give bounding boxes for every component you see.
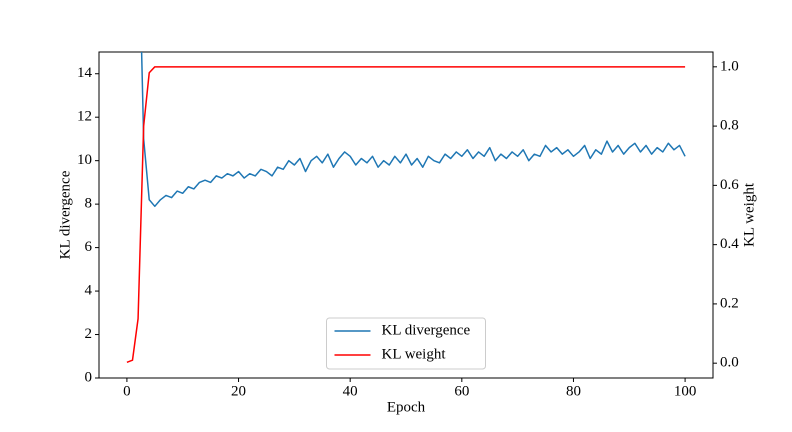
x-tick-label: 20 <box>231 383 246 399</box>
x-tick-label: 80 <box>566 383 581 399</box>
y-axis-label: KL divergence <box>57 170 73 259</box>
legend-label: KL weight <box>382 346 447 362</box>
y2-axis-label: KL weight <box>741 182 757 247</box>
y-tick-label: 0 <box>85 369 93 385</box>
y2-tick-label: 1.0 <box>720 58 739 74</box>
series-line <box>140 52 686 208</box>
x-tick-label: 60 <box>454 383 469 399</box>
y2-tick-label: 0.2 <box>720 295 739 311</box>
y-tick-label: 10 <box>77 152 92 168</box>
x-tick-label: 40 <box>343 383 358 399</box>
y-tick-label: 12 <box>77 109 92 125</box>
x-tick-label: 100 <box>674 383 697 399</box>
y-tick-label: 14 <box>77 65 93 81</box>
y2-tick-label: 0.4 <box>720 236 739 252</box>
y2-tick-label: 0.0 <box>720 355 739 371</box>
y-tick-label: 4 <box>85 283 93 299</box>
y-tick-label: 6 <box>85 239 93 255</box>
y2-tick-label: 0.8 <box>720 118 739 134</box>
plot-frame <box>98 51 714 379</box>
y2-tick-label: 0.6 <box>720 177 739 193</box>
x-axis-label: Epoch <box>387 399 426 415</box>
legend-label: KL divergence <box>382 322 471 338</box>
plot-area <box>126 52 686 363</box>
x-tick-label: 0 <box>123 383 131 399</box>
y-tick-label: 2 <box>85 326 93 342</box>
y-tick-label: 8 <box>85 196 93 212</box>
legend: KL divergence KL weight <box>326 317 486 370</box>
series-line <box>126 66 686 363</box>
